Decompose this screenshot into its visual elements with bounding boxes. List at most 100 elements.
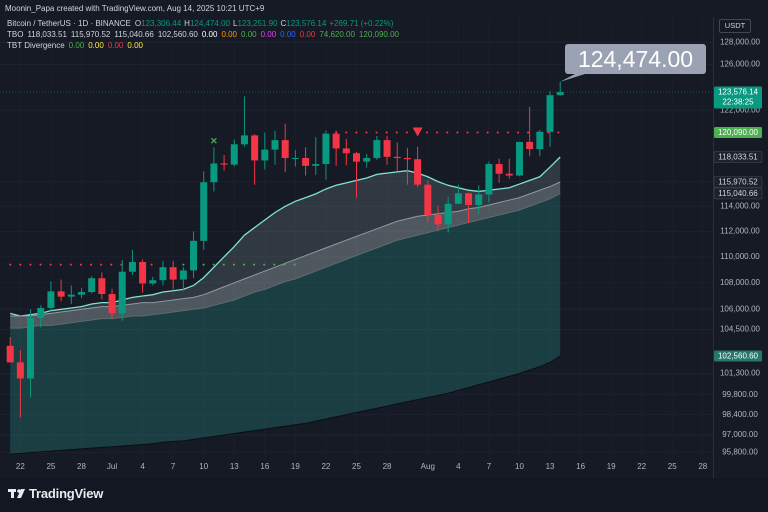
candle-body — [139, 262, 147, 284]
candle-body — [342, 148, 350, 154]
candle-body — [393, 156, 401, 159]
candle-body — [67, 294, 75, 297]
indicator-value: 0.00 — [127, 41, 143, 50]
ohlc-value: 123,576.14 — [286, 19, 327, 28]
candle-body — [465, 193, 473, 206]
x-tick-label: 7 — [171, 462, 176, 471]
candle-body — [37, 307, 45, 319]
legend-row: TBT Divergence 0.00 0.00 0.00 0.00 — [7, 40, 403, 51]
candle-body — [322, 133, 330, 165]
candle-body — [98, 278, 106, 295]
x-tick-label: 16 — [576, 462, 585, 471]
ohlc-item: C123,576.14 — [281, 19, 327, 28]
x-tick-label: Aug — [421, 462, 435, 471]
indicator-value: 0.00 — [201, 30, 218, 39]
candle-body — [190, 240, 198, 271]
x-tick-label: 10 — [199, 462, 208, 471]
x-tick-label: 28 — [698, 462, 707, 471]
price-label-box — [713, 187, 763, 200]
x-tick-label: 19 — [607, 462, 616, 471]
x-tick-label: 13 — [546, 462, 555, 471]
candle-body — [27, 318, 35, 379]
indicator-band — [10, 157, 561, 329]
candle-body — [312, 164, 320, 166]
candle-body — [546, 95, 554, 132]
ohlc-value: 123,306.44 — [141, 19, 182, 28]
callout-pointer — [560, 74, 585, 82]
x-tick-label: 25 — [352, 462, 361, 471]
logo-part — [17, 489, 25, 498]
x-tick-label: 22 — [637, 462, 646, 471]
candle-body — [77, 292, 85, 295]
y-tick-label: 108,000.00 — [720, 278, 761, 287]
y-tick-label: 128,000.00 — [720, 37, 761, 46]
symbol: Bitcoin / TetherUS · 1D · BINANCE — [7, 19, 131, 28]
indicator-line — [10, 355, 561, 455]
currency-button[interactable]: USDT — [719, 19, 751, 33]
x-tick-label: 4 — [456, 462, 461, 471]
indicator-value: 120,090.00 — [358, 30, 399, 39]
price-label-box — [714, 86, 762, 109]
indicator-value: 74,620.00 — [319, 30, 355, 39]
candle-body — [271, 140, 279, 150]
candle-body — [363, 158, 371, 162]
y-tick-label: 122,000.00 — [720, 105, 761, 114]
y-tick-label: 114,000.00 — [720, 201, 760, 210]
candle-body — [475, 194, 483, 206]
candle-body — [179, 270, 187, 280]
candle-body — [230, 144, 238, 165]
indicator-value: 0.00 — [260, 30, 277, 39]
candle-body — [424, 184, 432, 215]
ohlc-label: C — [280, 19, 287, 28]
candle-body — [403, 158, 411, 160]
x-tick-label: Jul — [107, 462, 117, 471]
legend: Bitcoin / TetherUS · 1D · BINANCE O123,30… — [7, 18, 403, 51]
signal-marker — [210, 137, 217, 144]
indicator-value: 0.00 — [280, 30, 296, 39]
high-callout: 124,474.00 — [565, 44, 706, 74]
y-tick-label: 106,000.00 — [720, 304, 761, 313]
signal-marker — [412, 127, 423, 137]
y-tick-label: 104,500.00 — [720, 325, 761, 334]
price-label-box — [713, 176, 763, 188]
x-tick-label: 25 — [668, 462, 677, 471]
indicator-name: TBT Divergence — [7, 41, 65, 50]
candle-body — [210, 163, 218, 183]
candle-body — [332, 133, 340, 149]
price-label-box — [713, 151, 763, 163]
candle-body — [556, 92, 564, 96]
price-label-box — [714, 127, 762, 139]
candle-body — [526, 141, 534, 150]
x-tick-label: 10 — [515, 462, 524, 471]
candle-body — [169, 267, 177, 280]
y-tick-label: 97,000.00 — [722, 430, 758, 439]
price-label: 118,033.51 — [718, 153, 758, 162]
candle-body — [159, 267, 167, 281]
x-tick-label: 19 — [291, 462, 300, 471]
x-tick-label: 4 — [140, 462, 145, 471]
indicator-value: 0.00 — [68, 41, 85, 50]
legend-row: Bitcoin / TetherUS · 1D · BINANCE O123,30… — [7, 18, 403, 29]
legend-row: TBO 118,033.51 115,970.52 115,040.66 102,560… — [7, 29, 403, 40]
ohlc-label: H — [184, 19, 190, 28]
ohlc-item: H124,474.00 — [184, 19, 230, 28]
candles — [0, 74, 713, 418]
price-label: 123,576.14 — [718, 88, 759, 97]
candle-body — [353, 153, 360, 162]
candle-body — [220, 163, 228, 165]
y-tick-label: 101,300.00 — [720, 369, 761, 378]
ohlc-value: 124,474.00 — [189, 19, 230, 28]
y-tick-label: 99,800.00 — [722, 390, 758, 399]
x-tick-label: 7 — [487, 462, 492, 471]
indicator-value: 0.00 — [88, 41, 104, 50]
candle-body — [505, 173, 513, 176]
logo-part — [11, 489, 14, 498]
y-tick-label: 126,000.00 — [720, 60, 761, 69]
indicator-value: 0.00 — [241, 30, 257, 39]
y-tick-label: 112,000.00 — [720, 226, 760, 235]
indicator-value: 0.00 — [299, 30, 316, 39]
candle-body — [414, 159, 422, 185]
x-tick-label: 28 — [383, 462, 392, 471]
